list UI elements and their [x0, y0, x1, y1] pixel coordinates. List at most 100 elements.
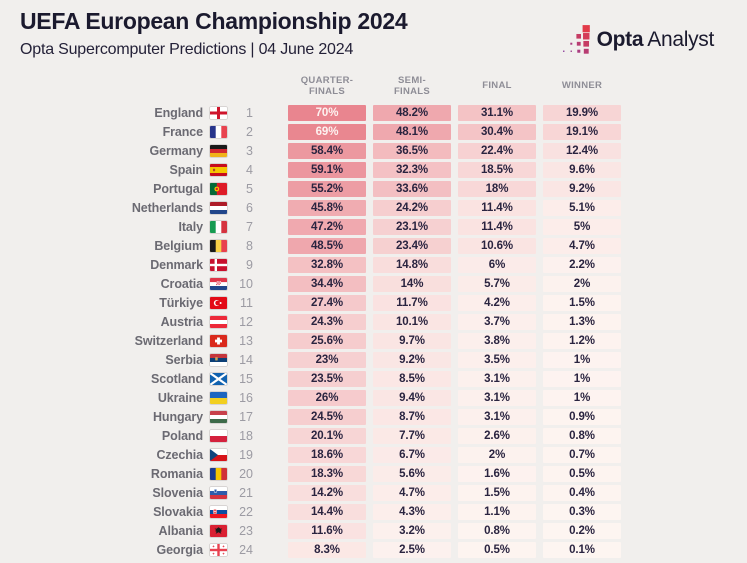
probability-cell: 23.4%	[373, 237, 451, 254]
team-name: Georgia	[156, 543, 203, 557]
probability-cell: 2%	[543, 275, 621, 292]
probability-cell: 0.8%	[543, 427, 621, 444]
team-rank: 24	[239, 543, 253, 557]
column-header-final: FINAL	[482, 80, 512, 92]
probability-cell: 22.4%	[458, 142, 536, 159]
probability-cell: 4.7%	[373, 484, 451, 501]
probability-cell: 0.2%	[543, 522, 621, 539]
probability-cell: 12.4%	[543, 142, 621, 159]
flag-england-icon	[210, 106, 227, 119]
team-name: Denmark	[150, 258, 203, 272]
probability-cell: 4.3%	[373, 503, 451, 520]
probability-cell: 23%	[288, 351, 366, 368]
table-row: Belgium 8 48.5% 23.4% 10.6% 4.7%	[0, 236, 747, 255]
opta-analyst-logo: Opta Analyst	[560, 24, 714, 56]
flag-belgium-icon	[210, 239, 227, 252]
probability-cell: 59.1%	[288, 161, 366, 178]
team-rank: 20	[239, 467, 253, 481]
probability-cell: 14.4%	[288, 503, 366, 520]
team-name: Hungary	[152, 410, 203, 424]
probability-cell: 1.6%	[458, 465, 536, 482]
team-name: Switzerland	[134, 334, 203, 348]
table-row: Italy 7 47.2% 23.1% 11.4% 5%	[0, 217, 747, 236]
table-row: Georgia 24 8.3% 2.5% 0.5% 0.1%	[0, 540, 747, 559]
probability-cell: 33.6%	[373, 180, 451, 197]
team-name: Scotland	[151, 372, 203, 386]
probability-cell: 1.1%	[458, 503, 536, 520]
table-row: Denmark 9 32.8% 14.8% 6% 2.2%	[0, 255, 747, 274]
probability-cell: 14.8%	[373, 256, 451, 273]
logo-wordmark: Opta Analyst	[597, 28, 715, 52]
probability-cell: 18%	[458, 180, 536, 197]
team-name: Romania	[150, 467, 203, 481]
probability-cell: 1.5%	[543, 294, 621, 311]
flag-croatia-icon	[210, 277, 227, 290]
probability-cell: 1%	[543, 351, 621, 368]
probability-cell: 4.7%	[543, 237, 621, 254]
probability-cell: 45.8%	[288, 199, 366, 216]
table-row: Hungary 17 24.5% 8.7% 3.1% 0.9%	[0, 407, 747, 426]
table-row: Netherlands 6 45.8% 24.2% 11.4% 5.1%	[0, 198, 747, 217]
probability-cell: 2.6%	[458, 427, 536, 444]
flag-ukraine-icon	[210, 391, 227, 404]
table-row: Czechia 19 18.6% 6.7% 2% 0.7%	[0, 445, 747, 464]
probability-cell: 24.2%	[373, 199, 451, 216]
probability-cell: 0.9%	[543, 408, 621, 425]
probability-cell: 11.6%	[288, 522, 366, 539]
team-rank: 5	[246, 182, 253, 196]
team-rank: 8	[246, 239, 253, 253]
flag-albania-icon	[210, 524, 227, 537]
team-name: France	[162, 125, 204, 139]
probability-cell: 20.1%	[288, 427, 366, 444]
probability-cell: 9.2%	[373, 351, 451, 368]
team-rank: 9	[246, 258, 253, 272]
probability-cell: 0.1%	[543, 541, 621, 558]
table-row: Germany 3 58.4% 36.5% 22.4% 12.4%	[0, 141, 747, 160]
table-row: Poland 18 20.1% 7.7% 2.6% 0.8%	[0, 426, 747, 445]
probability-cell: 55.2%	[288, 180, 366, 197]
team-name: Türkiye	[159, 296, 203, 310]
probability-cell: 11.4%	[458, 199, 536, 216]
probability-cell: 18.3%	[288, 465, 366, 482]
probability-cell: 27.4%	[288, 294, 366, 311]
probability-cell: 31.1%	[458, 104, 536, 121]
table-row: Austria 12 24.3% 10.1% 3.7% 1.3%	[0, 312, 747, 331]
flag-spain-icon	[210, 163, 227, 176]
team-name: Slovakia	[153, 505, 203, 519]
probability-cell: 30.4%	[458, 123, 536, 140]
page-subtitle: Opta Supercomputer Predictions | 04 June…	[20, 41, 354, 58]
probability-cell: 5.1%	[543, 199, 621, 216]
probability-cell: 2.5%	[373, 541, 451, 558]
team-name: Italy	[178, 220, 203, 234]
flag-georgia-icon	[210, 543, 227, 556]
probability-cell: 0.7%	[543, 446, 621, 463]
team-rank: 23	[239, 524, 253, 538]
probability-cell: 19.1%	[543, 123, 621, 140]
probability-cell: 0.3%	[543, 503, 621, 520]
probability-cell: 11.7%	[373, 294, 451, 311]
flag-slovenia-icon	[210, 486, 227, 499]
probability-cell: 5%	[543, 218, 621, 235]
team-rank: 19	[239, 448, 253, 462]
table-row: Ukraine 16 26% 9.4% 3.1% 1%	[0, 388, 747, 407]
flag-serbia-icon	[210, 353, 227, 366]
table-row: Albania 23 11.6% 3.2% 0.8% 0.2%	[0, 521, 747, 540]
team-name: Croatia	[160, 277, 203, 291]
team-rank: 15	[239, 372, 253, 386]
team-name: Ukraine	[157, 391, 203, 405]
table-row: France 2 69% 48.1% 30.4% 19.1%	[0, 122, 747, 141]
table-row: Portugal 5 55.2% 33.6% 18% 9.2%	[0, 179, 747, 198]
probability-cell: 2.2%	[543, 256, 621, 273]
probability-cell: 47.2%	[288, 218, 366, 235]
probability-cell: 32.8%	[288, 256, 366, 273]
probability-cell: 2%	[458, 446, 536, 463]
team-rank: 10	[239, 277, 253, 291]
probability-cell: 1.2%	[543, 332, 621, 349]
team-name: Germany	[149, 144, 204, 158]
probability-cell: 24.3%	[288, 313, 366, 330]
flag-scotland-icon	[210, 372, 227, 385]
team-name: Slovenia	[152, 486, 203, 500]
team-rank: 21	[239, 486, 253, 500]
probability-cell: 9.7%	[373, 332, 451, 349]
flag-germany-icon	[210, 144, 227, 157]
